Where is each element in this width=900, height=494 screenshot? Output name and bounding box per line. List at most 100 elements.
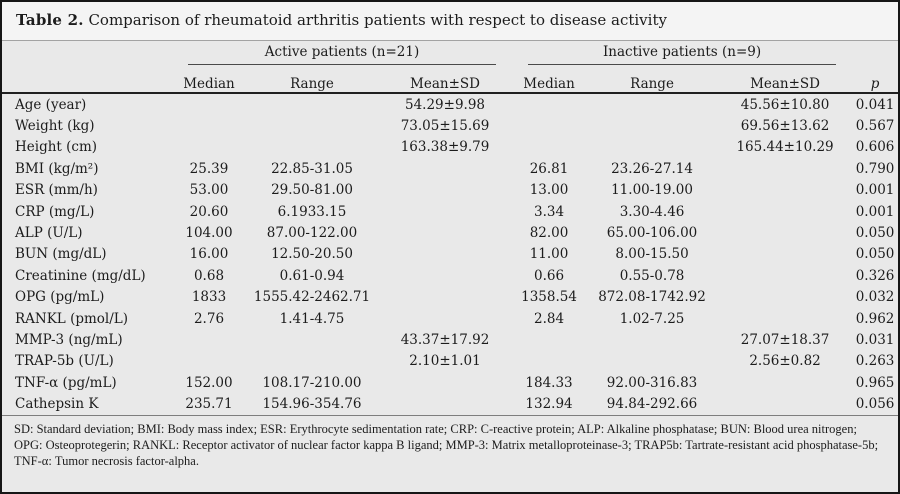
inactive-meansd-cell: 165.44±10.29 (736, 139, 834, 156)
inactive-range-cell (586, 329, 718, 350)
inactive-meansd-cell (718, 244, 852, 265)
table-caption: Comparison of rheumatoid arthritis patie… (83, 11, 667, 29)
p-value-cell: 0.326 (855, 267, 895, 284)
inactive-meansd-cell: 69.56±13.62 (740, 118, 830, 135)
active-range-cell: 29.50-81.00 (271, 182, 353, 199)
active-range-cell (246, 351, 378, 372)
inactive-meansd-cell (718, 393, 852, 414)
inactive-meansd-cell (718, 201, 852, 222)
inactive-median-cell: 1358.54 (521, 289, 577, 306)
row-label-cell: MMP-3 (ng/mL) (15, 331, 123, 348)
active-median-cell: 25.39 (189, 160, 229, 177)
row-label-cell: TNF-α (pg/mL) (15, 374, 117, 391)
active-meansd-cell (378, 372, 512, 393)
inactive-range-cell: 0.55-0.78 (619, 267, 685, 284)
inactive-median-cell: 184.33 (525, 374, 573, 391)
active-meansd-cell (378, 393, 512, 414)
p-value-cell: 0.031 (855, 331, 895, 348)
empty-corner-cell (2, 41, 172, 65)
inactive-median-cell (512, 351, 586, 372)
group-header-row: Active patients (n=21) Inactive patients… (2, 41, 898, 65)
inactive-median-cell (512, 329, 586, 350)
active-meansd-cell: 163.38±9.79 (400, 139, 490, 156)
inactive-meansd-cell (718, 308, 852, 329)
inactive-meansd-cell (718, 265, 852, 286)
active-meansd-cell (378, 265, 512, 286)
inactive-median-cell (512, 115, 586, 136)
inactive-range-cell: 1.02-7.25 (619, 310, 685, 327)
table-row: OPG (pg/mL) 1833 1555.42-2462.71 1358.54… (2, 287, 898, 308)
active-range-cell (246, 137, 378, 158)
active-median-cell: 104.00 (185, 225, 233, 242)
p-value-header: p (870, 76, 880, 92)
p-value-cell: 0.056 (855, 396, 895, 413)
active-range-cell: 22.85-31.05 (271, 160, 353, 177)
table-body: Age (year) 54.29±9.98 45.56±10.80 0.041 … (2, 93, 898, 415)
table-row: Age (year) 54.29±9.98 45.56±10.80 0.041 (2, 93, 898, 115)
inactive-median-cell: 11.00 (529, 246, 569, 263)
active-range-cell: 1.41-4.75 (279, 310, 345, 327)
p-value-cell: 0.050 (855, 246, 895, 263)
active-range-cell (246, 93, 378, 115)
active-median-cell (172, 115, 246, 136)
table-row: Height (cm) 163.38±9.79 165.44±10.29 0.6… (2, 137, 898, 158)
p-value-cell: 0.790 (855, 160, 895, 177)
comparison-table: Active patients (n=21) Inactive patients… (2, 41, 898, 415)
inactive-range-cell (586, 351, 718, 372)
row-label-cell: BMI (kg/m²) (15, 160, 99, 177)
active-range-cell: 12.50-20.50 (271, 246, 353, 263)
table-row: Cathepsin K 235.71 154.96-354.76 132.94 … (2, 393, 898, 414)
active-range-header: Range (290, 76, 334, 92)
inactive-median-cell (512, 93, 586, 115)
active-meansd-cell (378, 180, 512, 201)
inactive-range-cell: 872.08-1742.92 (598, 289, 706, 306)
table-row: ALP (U/L) 104.00 87.00-122.00 82.00 65.0… (2, 222, 898, 243)
p-value-cell: 0.606 (855, 139, 895, 156)
row-label-cell: ALP (U/L) (15, 225, 83, 242)
active-meansd-cell: 54.29±9.98 (405, 96, 486, 113)
p-value-cell: 0.050 (855, 225, 895, 242)
p-value-cell: 0.962 (855, 310, 895, 327)
active-median-cell (172, 137, 246, 158)
inactive-range-cell: 65.00-106.00 (606, 225, 698, 242)
row-label-cell: RANKL (pmol/L) (15, 310, 129, 327)
table-header: Active patients (n=21) Inactive patients… (2, 41, 898, 93)
table-row: Weight (kg) 73.05±15.69 69.56±13.62 0.56… (2, 115, 898, 136)
row-label-cell: ESR (mm/h) (15, 182, 98, 199)
active-meansd-cell (378, 158, 512, 179)
inactive-median-cell: 13.00 (529, 182, 569, 199)
inactive-meansd-cell: 2.56±0.82 (749, 353, 821, 370)
active-group-label: Active patients (n=21) (188, 42, 497, 65)
inactive-median-cell: 3.34 (534, 203, 565, 220)
table-row: BMI (kg/m²) 25.39 22.85-31.05 26.81 23.2… (2, 158, 898, 179)
active-range-cell: 1555.42-2462.71 (253, 289, 371, 306)
active-range-cell: 87.00-122.00 (266, 225, 358, 242)
active-median-cell: 235.71 (185, 396, 233, 413)
active-meansd-cell (378, 222, 512, 243)
active-median-header: Median (183, 76, 235, 92)
inactive-range-cell (586, 137, 718, 158)
inactive-median-cell: 2.84 (534, 310, 565, 327)
inactive-median-header: Median (523, 76, 575, 92)
active-median-cell (172, 329, 246, 350)
active-meansd-cell: 73.05±15.69 (400, 118, 490, 135)
active-median-cell: 20.60 (189, 203, 229, 220)
row-label-cell: Age (year) (15, 96, 87, 113)
inactive-meansd-cell (718, 158, 852, 179)
inactive-range-cell: 8.00-15.50 (615, 246, 689, 263)
empty-p-corner-cell (852, 41, 898, 65)
table-row: MMP-3 (ng/mL) 43.37±17.92 27.07±18.37 0.… (2, 329, 898, 350)
active-meansd-cell (378, 308, 512, 329)
active-median-cell: 0.68 (193, 267, 225, 284)
sub-header-row: Median Range Mean±SD Median Range Mean±S… (2, 65, 898, 93)
inactive-meansd-header: Mean±SD (750, 76, 821, 92)
table-title: Table 2. Comparison of rheumatoid arthri… (2, 2, 898, 41)
active-median-cell (172, 93, 246, 115)
inactive-meansd-cell (718, 180, 852, 201)
row-label-cell: TRAP-5b (U/L) (15, 353, 114, 370)
p-value-cell: 0.965 (855, 374, 895, 391)
inactive-range-header: Range (630, 76, 674, 92)
active-range-cell: 0.61-0.94 (279, 267, 345, 284)
inactive-median-cell: 82.00 (529, 225, 569, 242)
table-row: TNF-α (pg/mL) 152.00 108.17-210.00 184.3… (2, 372, 898, 393)
